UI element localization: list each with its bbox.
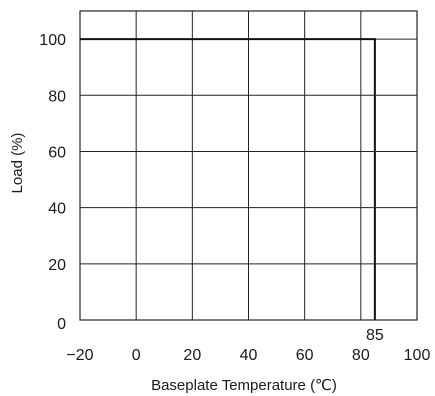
annotations: 85 [366, 327, 384, 344]
x-tick-label: 60 [296, 347, 314, 364]
grid [80, 11, 417, 320]
y-tick-label: 100 [39, 32, 66, 49]
x-tick-label: 0 [132, 347, 141, 364]
x-tick-label: 100 [404, 347, 431, 364]
x-tick-label: 20 [183, 347, 201, 364]
y-tick-label: 60 [48, 144, 66, 161]
annotation-label: 85 [366, 327, 384, 344]
x-axis-label: Baseplate Temperature (℃) [151, 377, 337, 394]
y-tick-label: 40 [48, 201, 66, 218]
y-tick-labels: 0 20 40 60 80 100 [39, 32, 66, 333]
x-tick-labels: −20 0 20 40 60 80 100 [66, 347, 430, 364]
x-tick-label: 80 [352, 347, 370, 364]
plot-frame [79, 10, 418, 321]
curve-layer [80, 38, 376, 320]
x-tick-label: −20 [66, 347, 93, 364]
x-tick-label: 40 [240, 347, 258, 364]
y-tick-label: 0 [57, 316, 66, 333]
y-tick-label: 20 [48, 257, 66, 274]
y-axis-label: Load (%) [9, 133, 26, 194]
derating-curve-0 [80, 38, 376, 320]
y-tick-label: 80 [48, 88, 66, 105]
